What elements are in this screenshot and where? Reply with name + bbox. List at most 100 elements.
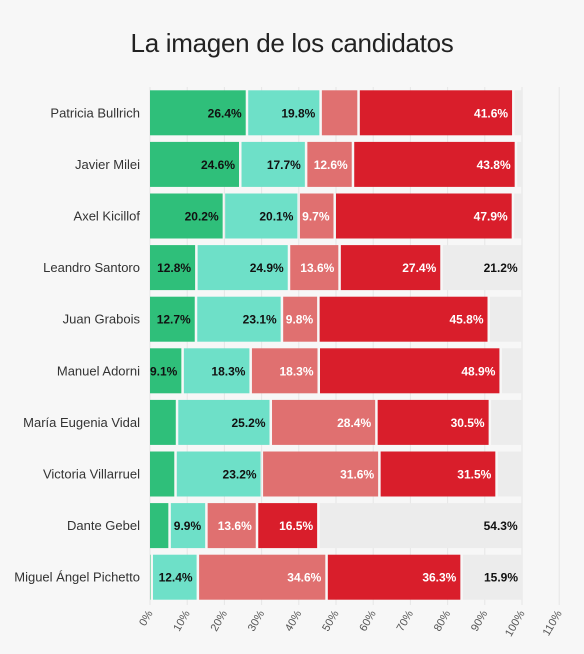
data-label: 31.6% xyxy=(340,468,374,482)
chart-title: La imagen de los candidatos xyxy=(130,28,454,58)
x-tick-label: 0% xyxy=(137,608,155,628)
x-tick-label: 20% xyxy=(209,608,231,633)
data-label: 17.7% xyxy=(267,158,301,172)
bar-segment xyxy=(241,141,305,187)
data-label: 34.6% xyxy=(287,571,321,585)
bar-segment xyxy=(197,296,281,342)
bar-segment xyxy=(258,503,318,549)
data-label: 12.6% xyxy=(314,158,348,172)
bar-segment xyxy=(150,451,175,497)
bar-segment xyxy=(248,90,320,136)
data-label: 9.8% xyxy=(286,313,314,327)
data-label: 47.9% xyxy=(474,210,508,224)
bar-segment xyxy=(272,399,376,445)
bar-segment xyxy=(307,141,352,187)
bar-segment xyxy=(491,399,522,445)
bar-segment xyxy=(199,554,326,600)
bar-segment xyxy=(150,90,246,136)
data-label: 9.9% xyxy=(174,519,202,533)
category-label: María Eugenia Vidal xyxy=(23,415,140,430)
bar-segment xyxy=(152,554,197,600)
bar-segment xyxy=(327,554,461,600)
x-tick-label: 50% xyxy=(320,608,342,633)
bar-segment xyxy=(225,193,298,239)
category-label: Miguel Ángel Pichetto xyxy=(14,570,140,585)
data-label: 30.5% xyxy=(451,416,485,430)
bar-segment xyxy=(319,296,488,342)
data-label: 31.5% xyxy=(457,468,491,482)
bar-segment xyxy=(501,348,522,394)
bar-segment xyxy=(380,451,496,497)
bar-segment xyxy=(150,141,240,187)
category-label: Patricia Bullrich xyxy=(50,105,140,120)
bar-segment xyxy=(319,503,522,549)
bar-segment xyxy=(497,451,522,497)
x-tick-label: 100% xyxy=(503,608,528,639)
bar-segment xyxy=(299,193,334,239)
data-label: 28.4% xyxy=(337,416,371,430)
bar-segment xyxy=(354,141,515,187)
bar-segment xyxy=(359,90,513,136)
bar-segment xyxy=(150,399,176,445)
bar-segment xyxy=(150,193,223,239)
bar-segment xyxy=(490,296,522,342)
data-label: 13.6% xyxy=(218,519,252,533)
bar-segment xyxy=(514,193,522,239)
data-label: 20.1% xyxy=(259,210,293,224)
bar-segment xyxy=(176,451,261,497)
bar-segment xyxy=(320,348,500,394)
x-tick-label: 90% xyxy=(469,608,491,633)
bar-segment xyxy=(517,141,522,187)
category-label: Manuel Adorni xyxy=(57,363,140,378)
bar-segment xyxy=(207,503,256,549)
bar-segment xyxy=(150,296,195,342)
data-label: 20.2% xyxy=(185,210,219,224)
data-label: 16.5% xyxy=(279,519,313,533)
category-label: Javier Milei xyxy=(75,157,140,172)
data-label: 9.1% xyxy=(150,364,178,378)
bar-segment xyxy=(290,245,339,291)
data-label: 23.2% xyxy=(223,468,257,482)
category-label: Dante Gebel xyxy=(67,518,140,533)
data-label: 19.8% xyxy=(281,106,315,120)
bar-segment xyxy=(263,451,379,497)
x-tick-label: 40% xyxy=(283,608,305,633)
data-label: 21.2% xyxy=(484,261,518,275)
data-label: 27.4% xyxy=(402,261,436,275)
bar-segment xyxy=(150,503,169,549)
bar-segment xyxy=(183,348,250,394)
x-tick-label: 70% xyxy=(395,608,417,633)
data-label: 15.9% xyxy=(484,571,518,585)
data-label: 41.6% xyxy=(474,106,508,120)
bar-segment xyxy=(150,245,196,291)
data-label: 13.6% xyxy=(300,261,334,275)
bar-segment xyxy=(514,90,522,136)
bar-segment xyxy=(442,245,522,291)
data-label: 25.2% xyxy=(231,416,265,430)
data-label: 26.4% xyxy=(208,106,242,120)
bar-segment xyxy=(283,296,318,342)
bar-segment xyxy=(462,554,522,600)
data-label: 43.8% xyxy=(477,158,511,172)
category-label: Victoria Villarruel xyxy=(43,467,140,482)
x-tick-label: 110% xyxy=(541,608,565,638)
bar-segment xyxy=(150,348,182,394)
x-tick-label: 80% xyxy=(432,608,454,633)
bar-segment xyxy=(336,193,512,239)
data-label: 9.7% xyxy=(302,210,330,224)
bar-segment xyxy=(251,348,318,394)
data-label: 36.3% xyxy=(422,571,456,585)
data-label: 48.9% xyxy=(461,364,495,378)
x-tick-label: 60% xyxy=(357,608,379,633)
data-label: 45.8% xyxy=(449,313,483,327)
data-label: 18.3% xyxy=(211,364,245,378)
bar-segment xyxy=(178,399,270,445)
data-label: 24.9% xyxy=(250,261,284,275)
category-label: Leandro Santoro xyxy=(43,260,140,275)
bar-segment xyxy=(340,245,441,291)
data-label: 23.1% xyxy=(243,313,277,327)
data-label: 12.7% xyxy=(157,313,191,327)
data-label: 24.6% xyxy=(201,158,235,172)
